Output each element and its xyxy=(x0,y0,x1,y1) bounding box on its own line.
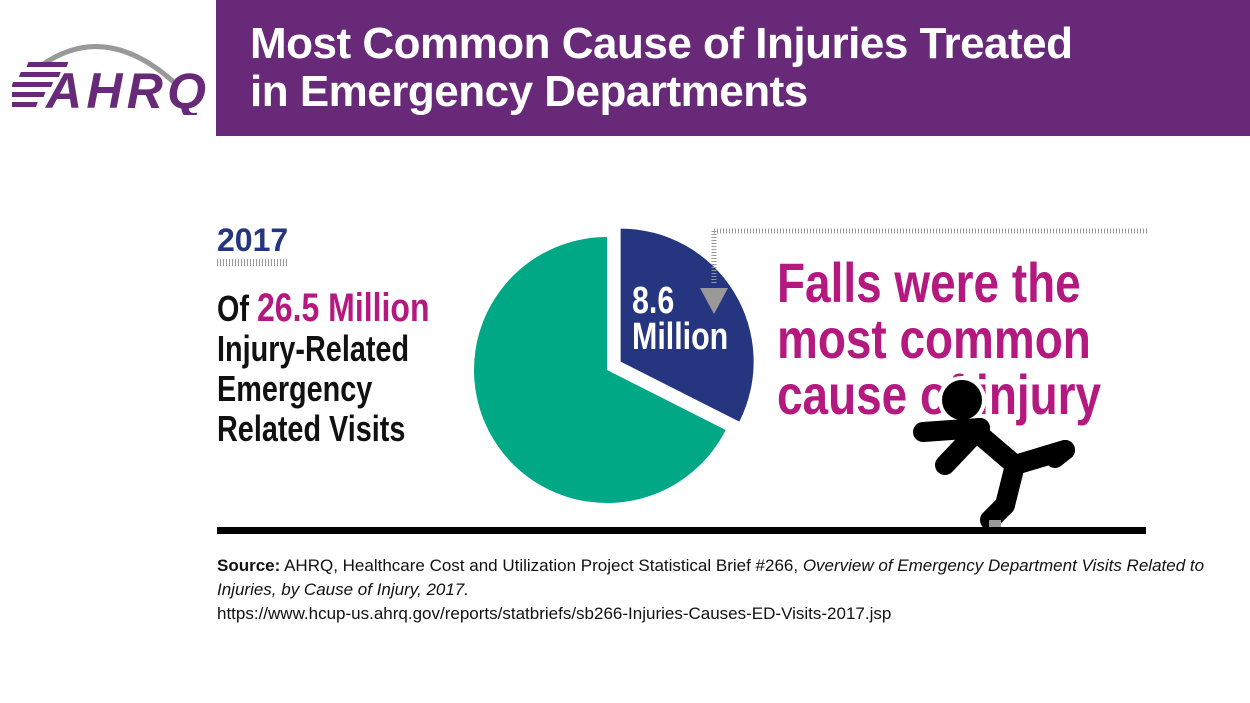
pie-slice-0 xyxy=(620,228,754,422)
dotted-connector xyxy=(711,228,1148,285)
arrow-down-icon xyxy=(700,288,728,314)
slice-label: 8.6 Million xyxy=(632,280,729,358)
summary-total: 26.5 Million xyxy=(257,286,430,330)
page-title: Most Common Cause of Injuries Treated in… xyxy=(250,20,1073,116)
ground-line xyxy=(217,527,1146,534)
title-banner xyxy=(216,0,1250,136)
headline-line-1: Falls were the xyxy=(777,251,1081,314)
slice-value: 8.6 xyxy=(632,280,675,322)
source-label: Source: xyxy=(217,556,281,575)
summary-text: Of 26.5 Million Injury-Related Emergency… xyxy=(217,288,429,449)
source-text: AHRQ, Healthcare Cost and Utilization Pr… xyxy=(280,556,803,575)
summary-prefix: Of xyxy=(217,288,257,329)
summary-line-4: Related Visits xyxy=(217,408,406,449)
source-title: Overview of Emergency Department Visits … xyxy=(217,556,1205,599)
source-url[interactable]: https://www.hcup-us.ahrq.gov/reports/sta… xyxy=(217,604,892,623)
title-line-1: Most Common Cause of Injuries Treated xyxy=(250,19,1073,68)
title-line-2: in Emergency Departments xyxy=(250,67,808,116)
pie-slice-1 xyxy=(474,237,726,503)
year-tick-decoration xyxy=(217,259,289,266)
summary-line-2: Injury-Related xyxy=(217,328,410,369)
slice-unit: Million xyxy=(632,316,729,358)
source-citation: Source: AHRQ, Healthcare Cost and Utiliz… xyxy=(217,554,1250,626)
headline-line-2: most common xyxy=(777,307,1091,370)
summary-line-3: Emergency xyxy=(217,368,373,409)
ahrq-logo: AHRQ xyxy=(12,44,206,115)
year-label: 2017 xyxy=(217,222,289,258)
falling-person-icon xyxy=(913,376,1075,533)
